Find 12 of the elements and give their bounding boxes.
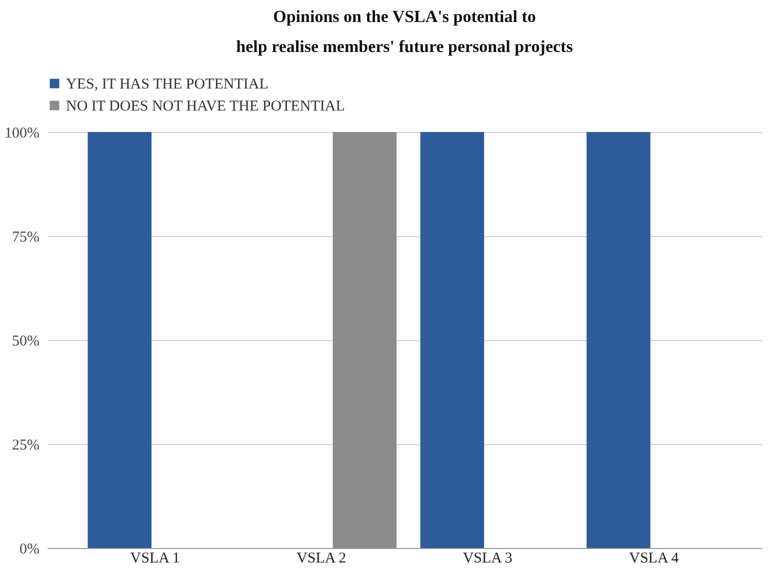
y-tick-label: 50% xyxy=(12,334,40,350)
y-tick-label: 25% xyxy=(12,438,40,454)
legend-label: NO IT DOES NOT HAVE THE POTENTIAL xyxy=(66,98,345,114)
x-tick-label: VSLA 2 xyxy=(296,550,346,566)
x-tick-label: VSLA 3 xyxy=(462,550,512,566)
y-tick-label: 75% xyxy=(12,230,40,246)
chart-title: Opinions on the VSLA's potential to help realise members' future personal projects xyxy=(236,7,574,56)
x-tick-label: VSLA 1 xyxy=(130,550,180,566)
y-tick-label: 0% xyxy=(20,542,40,558)
y-tick-label: 100% xyxy=(4,126,40,142)
x-tick-label: VSLA 4 xyxy=(629,550,680,566)
legend-label: YES, IT HAS THE POTENTIAL xyxy=(66,76,268,92)
